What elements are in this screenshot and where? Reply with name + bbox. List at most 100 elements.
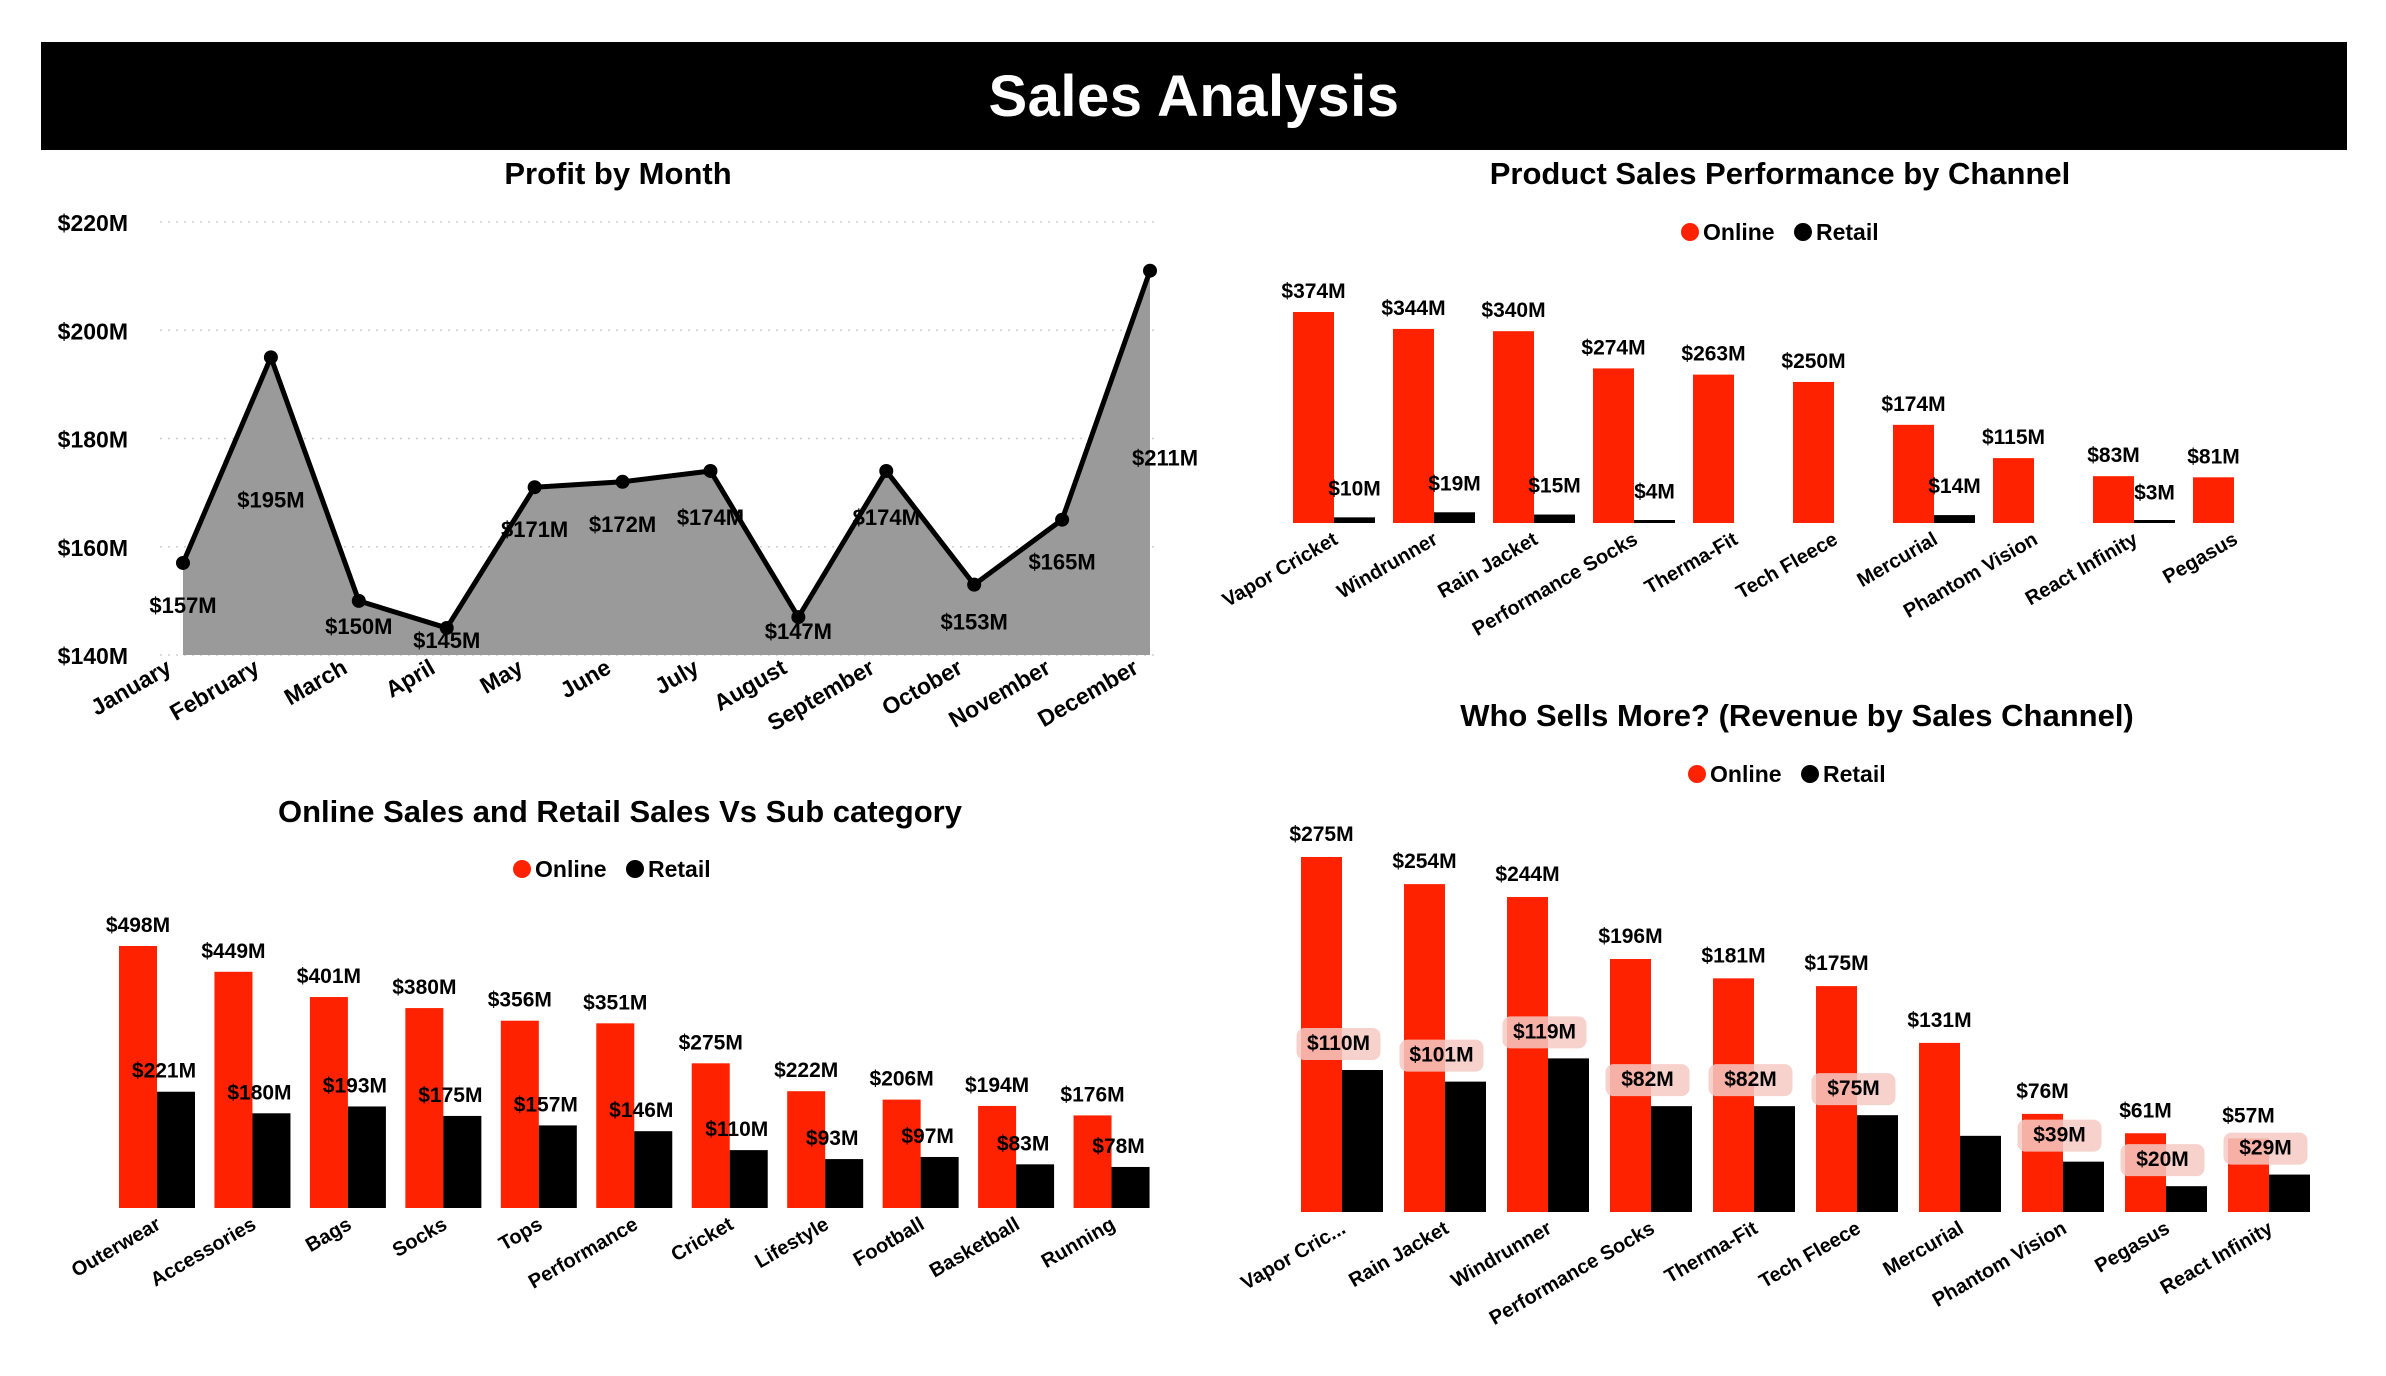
chart-title: Online Sales and Retail Sales Vs Sub cat…	[278, 794, 963, 829]
bar-retail	[1857, 1115, 1898, 1212]
data-label-online: $263M	[1681, 343, 1745, 366]
bar-retail	[1548, 1058, 1589, 1212]
bar-retail	[1651, 1106, 1692, 1212]
bar-retail	[1534, 514, 1575, 523]
data-point	[703, 463, 718, 478]
bar-retail	[1934, 515, 1975, 523]
data-label-online: $196M	[1598, 925, 1662, 948]
bar-retail	[2134, 520, 2175, 523]
data-label-online: $274M	[1581, 336, 1645, 359]
data-label-retail: $110M	[1307, 1032, 1370, 1055]
bar-online	[119, 946, 157, 1208]
data-label-retail: $146M	[609, 1099, 673, 1122]
data-label-online: $449M	[201, 940, 265, 963]
x-tick-label: Performance Socks	[1486, 1217, 1659, 1329]
data-label-retail: $221M	[132, 1060, 196, 1083]
data-label-online: $356M	[488, 989, 552, 1012]
bar-online	[1493, 331, 1534, 523]
data-point	[791, 610, 806, 625]
data-label-online: $340M	[1481, 299, 1545, 322]
data-label-online: $254M	[1392, 850, 1456, 873]
bar-retail	[157, 1091, 195, 1208]
y-tick-label: $180M	[58, 427, 128, 453]
bar-online	[214, 971, 253, 1208]
data-label: $211M	[1132, 446, 1198, 471]
data-label: $174M	[853, 505, 920, 530]
data-label-retail: $93M	[806, 1127, 859, 1150]
data-label-online: $194M	[965, 1074, 1029, 1097]
data-label-online: $244M	[1495, 863, 1559, 886]
bar-online	[1393, 328, 1434, 523]
data-point	[439, 620, 454, 635]
data-label: $147M	[765, 619, 832, 644]
data-label: $172M	[589, 512, 656, 537]
data-label-online: $206M	[870, 1068, 934, 1091]
bar-online	[882, 1099, 921, 1208]
bar-retail	[1960, 1135, 2001, 1212]
bar-retail	[1754, 1106, 1795, 1212]
bar-online	[1693, 374, 1734, 523]
x-tick-label: Mercurial	[1879, 1217, 1967, 1281]
data-point	[615, 474, 630, 489]
data-label: $174M	[677, 505, 744, 530]
data-label-online: $76M	[2016, 1080, 2069, 1103]
data-point	[351, 593, 366, 608]
dashboard-banner: Sales Analysis	[41, 42, 2347, 150]
data-label-retail: $157M	[514, 1093, 578, 1116]
bar-retail	[1445, 1081, 1486, 1212]
bar-online	[978, 1105, 1017, 1208]
bar-retail	[2166, 1186, 2207, 1212]
bar-online	[1507, 897, 1548, 1212]
data-point	[967, 577, 982, 592]
data-label: $150M	[325, 614, 392, 639]
data-label-online: $61M	[2119, 1099, 2172, 1122]
bar-retail	[1111, 1166, 1150, 1208]
legend-marker-retail	[1794, 223, 1812, 241]
data-label-online: $83M	[2087, 444, 2140, 467]
data-label-online: $181M	[1701, 944, 1765, 967]
data-label-online: $351M	[583, 991, 647, 1014]
legend-marker-online	[1681, 223, 1699, 241]
legend-marker-online	[1688, 765, 1706, 783]
bar-online	[691, 1063, 730, 1208]
x-tick-label: Tech Fleece	[1756, 1217, 1865, 1293]
bar-retail	[443, 1115, 482, 1208]
chart-title: Product Sales Performance by Channel	[1490, 156, 2071, 191]
data-label-online: $380M	[392, 976, 456, 999]
y-tick-label: $200M	[58, 318, 128, 344]
data-label-online: $81M	[2187, 445, 2240, 468]
data-label-online: $498M	[106, 914, 170, 937]
legend-label-retail: Retail	[648, 856, 711, 882]
data-label-retail: $14M	[1928, 475, 1981, 498]
data-label-bg	[1296, 1028, 1381, 1060]
data-label-online: $401M	[297, 965, 361, 988]
data-label-bg	[1605, 1064, 1690, 1097]
data-label-retail: $20M	[2136, 1148, 2189, 1171]
y-tick-label: $220M	[58, 210, 128, 236]
data-label-online: $115M	[1982, 426, 2045, 449]
data-label: $165M	[1028, 550, 1095, 575]
bar-online	[1793, 381, 1834, 523]
data-label-bg	[1811, 1073, 1896, 1106]
bar-retail	[1334, 517, 1375, 523]
bar-online	[1893, 424, 1934, 523]
data-label-bg	[1399, 1039, 1484, 1072]
data-label-bg	[2017, 1119, 2102, 1152]
data-label-retail: $82M	[1621, 1068, 1674, 1091]
bar-online	[309, 997, 348, 1208]
data-label-retail: $19M	[1428, 472, 1481, 495]
profit-line	[180, 269, 1153, 631]
bar-online	[405, 1008, 444, 1208]
legend-label-online: Online	[1703, 219, 1775, 245]
bar-online	[500, 1020, 539, 1208]
data-label-online: $57M	[2222, 1104, 2275, 1127]
legend-label-online: Online	[535, 856, 607, 882]
data-label-online: $131M	[1907, 1009, 1971, 1032]
data-point	[1055, 512, 1070, 527]
bar-retail	[538, 1125, 577, 1208]
data-label-retail: $119M	[1513, 1020, 1576, 1043]
